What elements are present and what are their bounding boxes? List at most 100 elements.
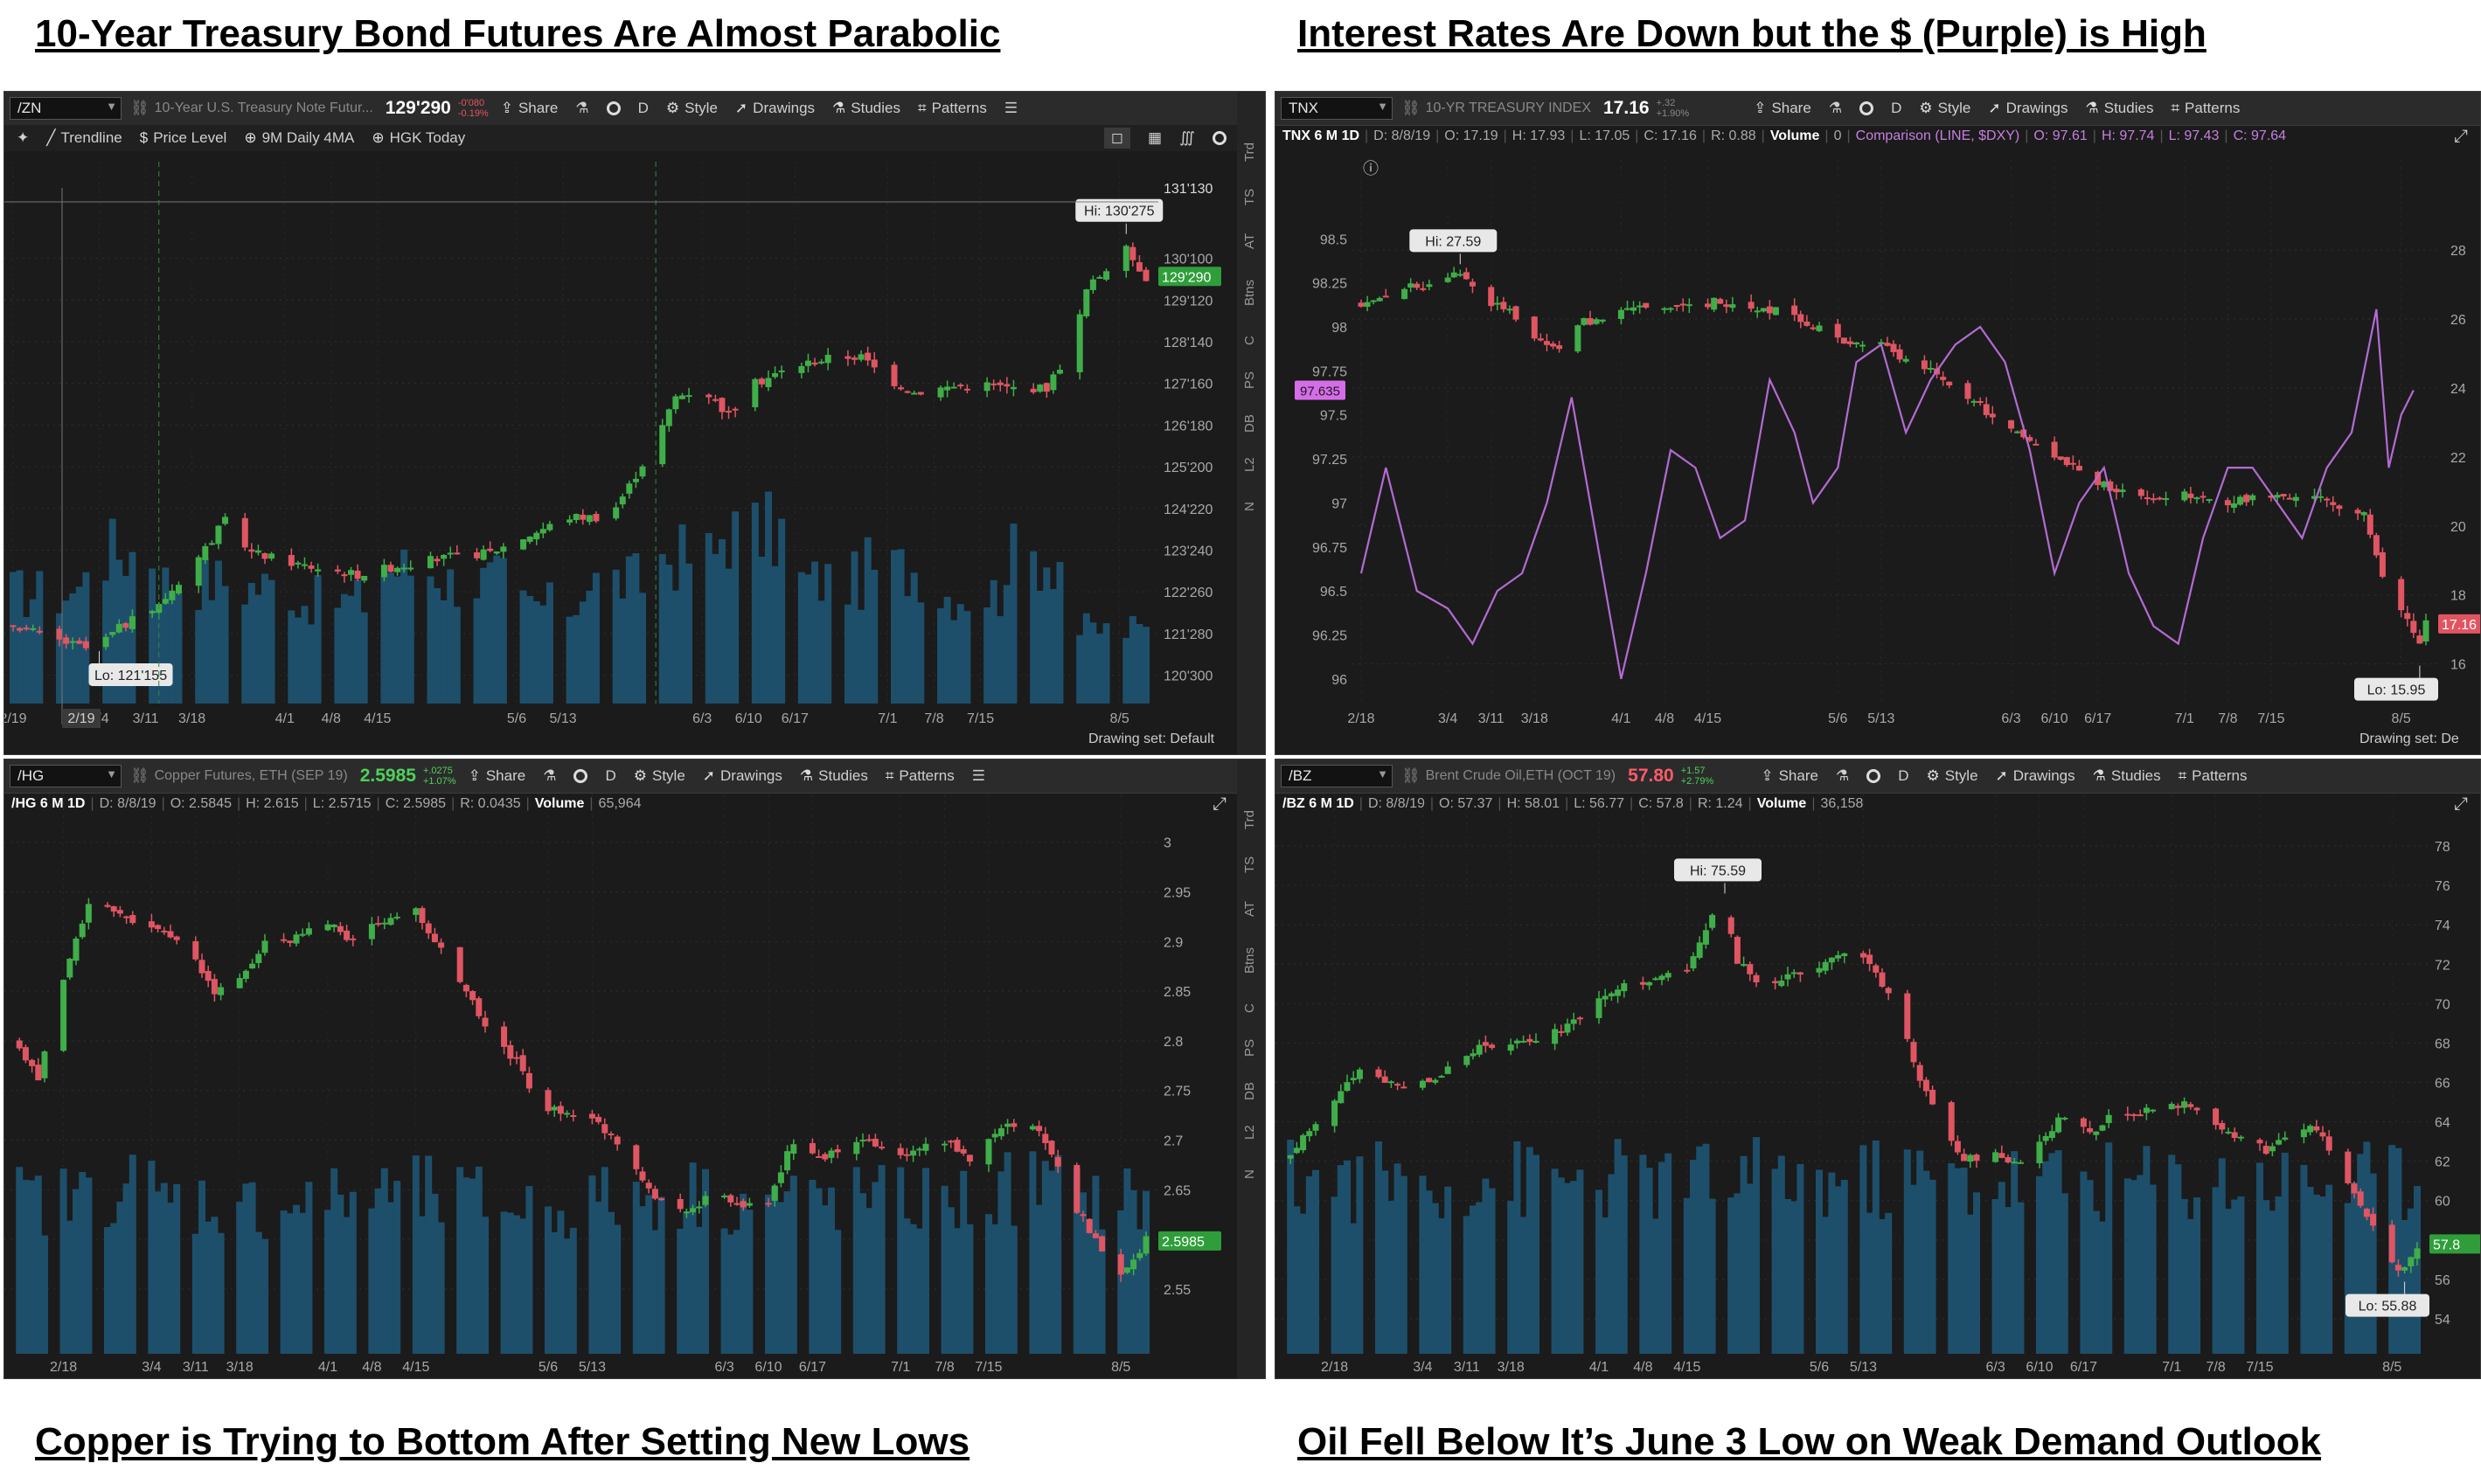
sidebar-l2[interactable]: L2 [1242, 457, 1257, 472]
collapse-icon[interactable]: ⤢ [1213, 794, 1227, 814]
zn-change: -0'080 -0.19% [457, 98, 489, 119]
single-layout-icon[interactable]: ◻ [1103, 128, 1130, 149]
zn-chart[interactable]: 120'300 121'280 122'260 123'240 124'220 125'2… [4, 92, 1239, 755]
patterns-button[interactable]: ⌗ Patterns [2171, 100, 2241, 116]
sidebar-ts[interactable]: TS [1242, 188, 1257, 205]
bz-chart[interactable]: 545658606264666870727476782/183/43/113/1… [1275, 759, 2481, 1379]
sidebar-c[interactable]: C [1242, 1003, 1257, 1013]
style-button[interactable]: ⚙ Style [633, 767, 685, 784]
last-price-badge [2429, 1234, 2480, 1254]
flask-icon[interactable]: ⚗ [575, 100, 589, 116]
info-circle-icon[interactable]: ⓘ [1363, 160, 1379, 177]
share-button[interactable]: ⇪ Share [500, 100, 559, 116]
sidebar-db[interactable]: DB [1242, 414, 1257, 433]
collapse-icon[interactable]: ⤢ [2454, 127, 2468, 146]
sidebar-n[interactable]: N [1242, 1169, 1257, 1179]
drawings-button[interactable]: ➚ Drawings [1988, 100, 2068, 116]
hg-symbol-input[interactable]: /HG ▼ [10, 765, 122, 787]
trendline-button[interactable]: ╱ Trendline [46, 129, 122, 146]
studies-button[interactable]: ⚗ Studies [2085, 100, 2154, 116]
hgk-today-button[interactable]: ⊕ HGK Today [372, 129, 466, 146]
sidebar-trd[interactable]: Trd [1242, 810, 1257, 829]
flask-icon[interactable]: ⚗ [1828, 100, 1843, 116]
candle-body [1488, 287, 1495, 307]
share-button[interactable]: ⇪ Share [468, 767, 526, 784]
sidebar-btns[interactable]: Btns [1242, 947, 1257, 974]
candle-body [56, 628, 63, 640]
candle-body [1500, 302, 1507, 309]
volume-bar [657, 1196, 665, 1354]
drawings-button[interactable]: ➚ Drawings [734, 100, 816, 116]
volume-bar [2123, 1178, 2131, 1354]
grid-layout-icon[interactable]: ▦ [1147, 129, 1163, 146]
drawings-button[interactable]: ➚ Drawings [702, 767, 782, 784]
hg-chart[interactable]: 2.552.62.652.72.752.82.852.92.9532/183/4… [4, 759, 1239, 1379]
candle-body [608, 1134, 615, 1136]
candle-body [1143, 1236, 1150, 1254]
period-button[interactable]: D [605, 767, 616, 784]
menu-icon[interactable]: ☰ [1004, 100, 1018, 116]
y-tick-label: 66 [2435, 1077, 2450, 1092]
volume-bar [2325, 1184, 2333, 1354]
candle-body [2119, 489, 2126, 493]
patterns-button[interactable]: ⌗ Patterns [2178, 767, 2248, 784]
pin-icon[interactable]: ✦ [17, 129, 30, 146]
candle-body [85, 904, 92, 923]
studies-button[interactable]: ⚗ Studies [832, 100, 900, 116]
tnx-symbol-input[interactable]: TNX ▼ [1281, 97, 1393, 120]
drawings-button[interactable]: ➚ Drawings [1995, 767, 2075, 784]
studies-button[interactable]: ⚗ Studies [2092, 767, 2161, 784]
link-icon[interactable]: ⛓ [1401, 767, 1421, 784]
menu-icon[interactable]: ☰ [971, 767, 985, 784]
link-icon[interactable]: ⛓ [130, 100, 149, 116]
link-grid-icon[interactable]: ∭ [1179, 129, 1195, 146]
candle-body [1042, 1134, 1049, 1143]
sidebar-btns[interactable]: Btns [1242, 279, 1257, 306]
price-level-button[interactable]: $ Price Level [139, 129, 227, 146]
link-icon[interactable]: ⛓ [130, 767, 149, 784]
tnx-chart-panel: TNX ▼ ⛓ 10-YR TREASURY INDEX 17.16 +.32 +1… [1275, 91, 2481, 755]
zn-symbol-input[interactable]: /ZN ▼ [10, 97, 122, 120]
candle-body [2144, 496, 2151, 500]
share-button[interactable]: ⇪ Share [1761, 767, 1818, 784]
patterns-button[interactable]: ⌗ Patterns [917, 100, 987, 116]
candle-body [2036, 1141, 2043, 1164]
style-button[interactable]: ⚙ Style [665, 100, 718, 116]
period-button[interactable]: D [1898, 767, 1909, 784]
sidebar-ps[interactable]: PS [1242, 1038, 1257, 1057]
share-button[interactable]: ⇪ Share [1754, 100, 1811, 116]
sidebar-c[interactable]: C [1242, 336, 1257, 345]
y-tick-label: 2.75 [1164, 1085, 1191, 1099]
9m-daily-4ma-button[interactable]: ⊕ 9M Daily 4MA [244, 129, 355, 146]
candle-body [1954, 1141, 1961, 1153]
candle-body [123, 916, 130, 919]
sidebar-n[interactable]: N [1242, 502, 1257, 511]
sidebar-at[interactable]: AT [1242, 232, 1257, 249]
sidebar-at[interactable]: AT [1242, 900, 1257, 917]
volume-bar [66, 1220, 73, 1354]
gear-icon[interactable] [573, 769, 588, 783]
bz-symbol-input[interactable]: /BZ ▼ [1281, 765, 1393, 787]
sidebar-ts[interactable]: TS [1242, 856, 1257, 873]
sidebar-l2[interactable]: L2 [1242, 1125, 1257, 1140]
candle-body [2011, 1162, 2018, 1164]
gear-icon[interactable] [1213, 131, 1227, 145]
sidebar-trd[interactable]: Trd [1242, 142, 1257, 162]
style-button[interactable]: ⚙ Style [1926, 767, 1978, 784]
tnx-chart[interactable]: 16 18 20 22 24 26 28 2/18 3/4 3/11 3/18 4/1 4/8 4/15 5… [1275, 92, 2481, 755]
patterns-button[interactable]: ⌗ Patterns [885, 767, 955, 784]
studies-button[interactable]: ⚗ Studies [799, 767, 868, 784]
flask-icon[interactable]: ⚗ [543, 767, 557, 784]
link-icon[interactable]: ⛓ [1401, 100, 1421, 116]
sidebar-db[interactable]: DB [1242, 1082, 1257, 1100]
flask-icon[interactable]: ⚗ [1835, 767, 1850, 784]
period-button[interactable]: D [637, 100, 649, 116]
collapse-icon[interactable]: ⤢ [2454, 794, 2468, 814]
gear-icon[interactable] [606, 101, 621, 115]
gear-icon[interactable] [1866, 769, 1881, 783]
period-button[interactable]: D [1891, 100, 1902, 116]
style-button[interactable]: ⚙ Style [1919, 100, 1971, 116]
volume-bar [1003, 585, 1011, 704]
gear-icon[interactable] [1859, 101, 1874, 115]
sidebar-ps[interactable]: PS [1242, 371, 1257, 389]
